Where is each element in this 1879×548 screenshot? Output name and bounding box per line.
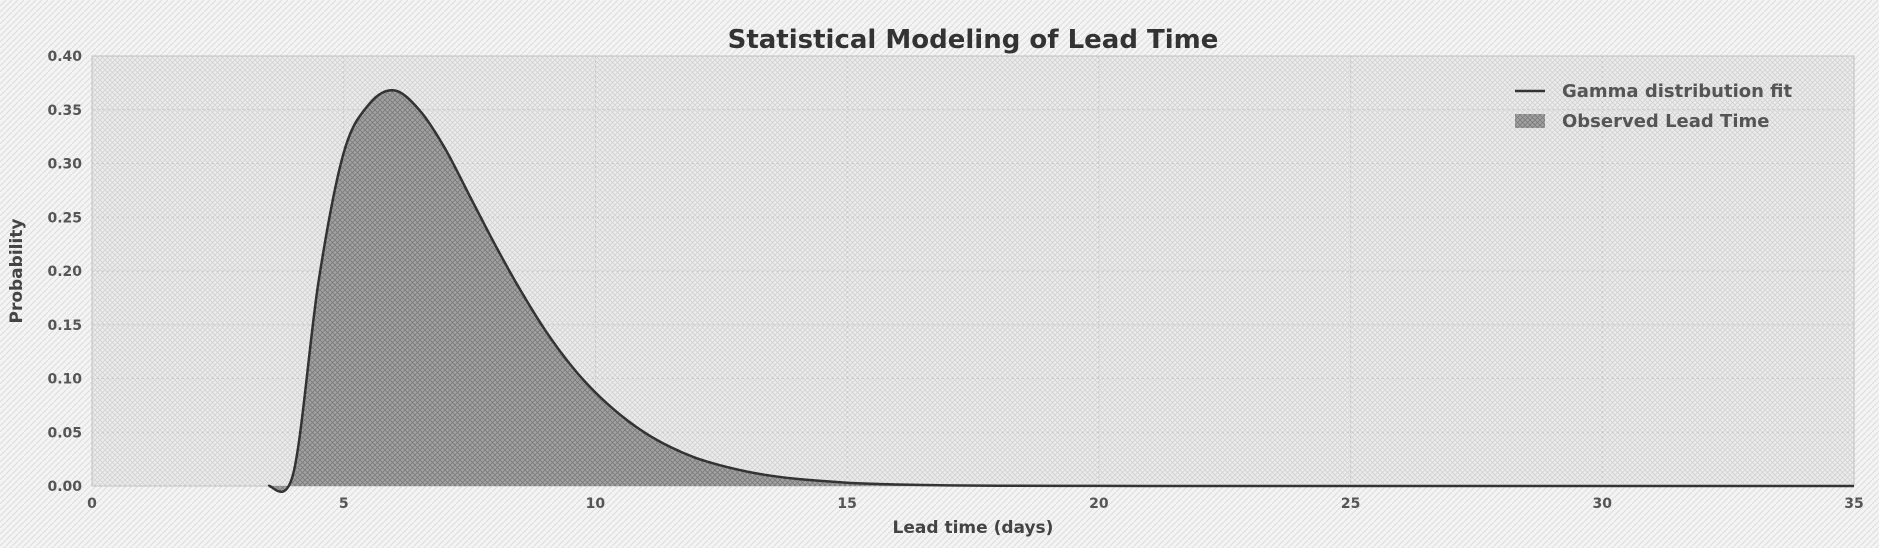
x-tick-label: 5 [339,496,349,512]
x-tick-label: 0 [87,496,97,512]
y-tick-label: 0.15 [47,318,82,334]
y-tick-label: 0.40 [47,49,82,65]
chart-title: Statistical Modeling of Lead Time [728,25,1219,55]
legend-label-observed: Observed Lead Time [1562,111,1769,132]
x-tick-label: 10 [586,496,606,512]
y-tick-label: 0.05 [47,425,82,441]
x-tick-label: 15 [837,496,856,512]
x-tick-label: 20 [1089,496,1109,512]
y-axis-ticks: 0.00 0.05 0.10 0.15 0.20 0.25 0.30 0.35 0.40 [47,49,82,495]
y-tick-label: 0.30 [47,157,82,173]
y-tick-label: 0.20 [47,264,82,280]
x-tick-label: 35 [1844,496,1863,512]
legend-area-swatch [1515,114,1545,128]
y-tick-label: 0.35 [47,103,82,119]
x-tick-label: 25 [1341,496,1360,512]
y-tick-label: 0.00 [47,479,82,495]
y-tick-label: 0.10 [47,372,82,388]
y-tick-label: 0.25 [47,210,82,226]
legend-label-gamma: Gamma distribution fit [1562,81,1793,102]
x-axis-label: Lead time (days) [893,518,1054,538]
x-tick-label: 30 [1593,496,1613,512]
y-axis-label: Probability [7,218,27,323]
